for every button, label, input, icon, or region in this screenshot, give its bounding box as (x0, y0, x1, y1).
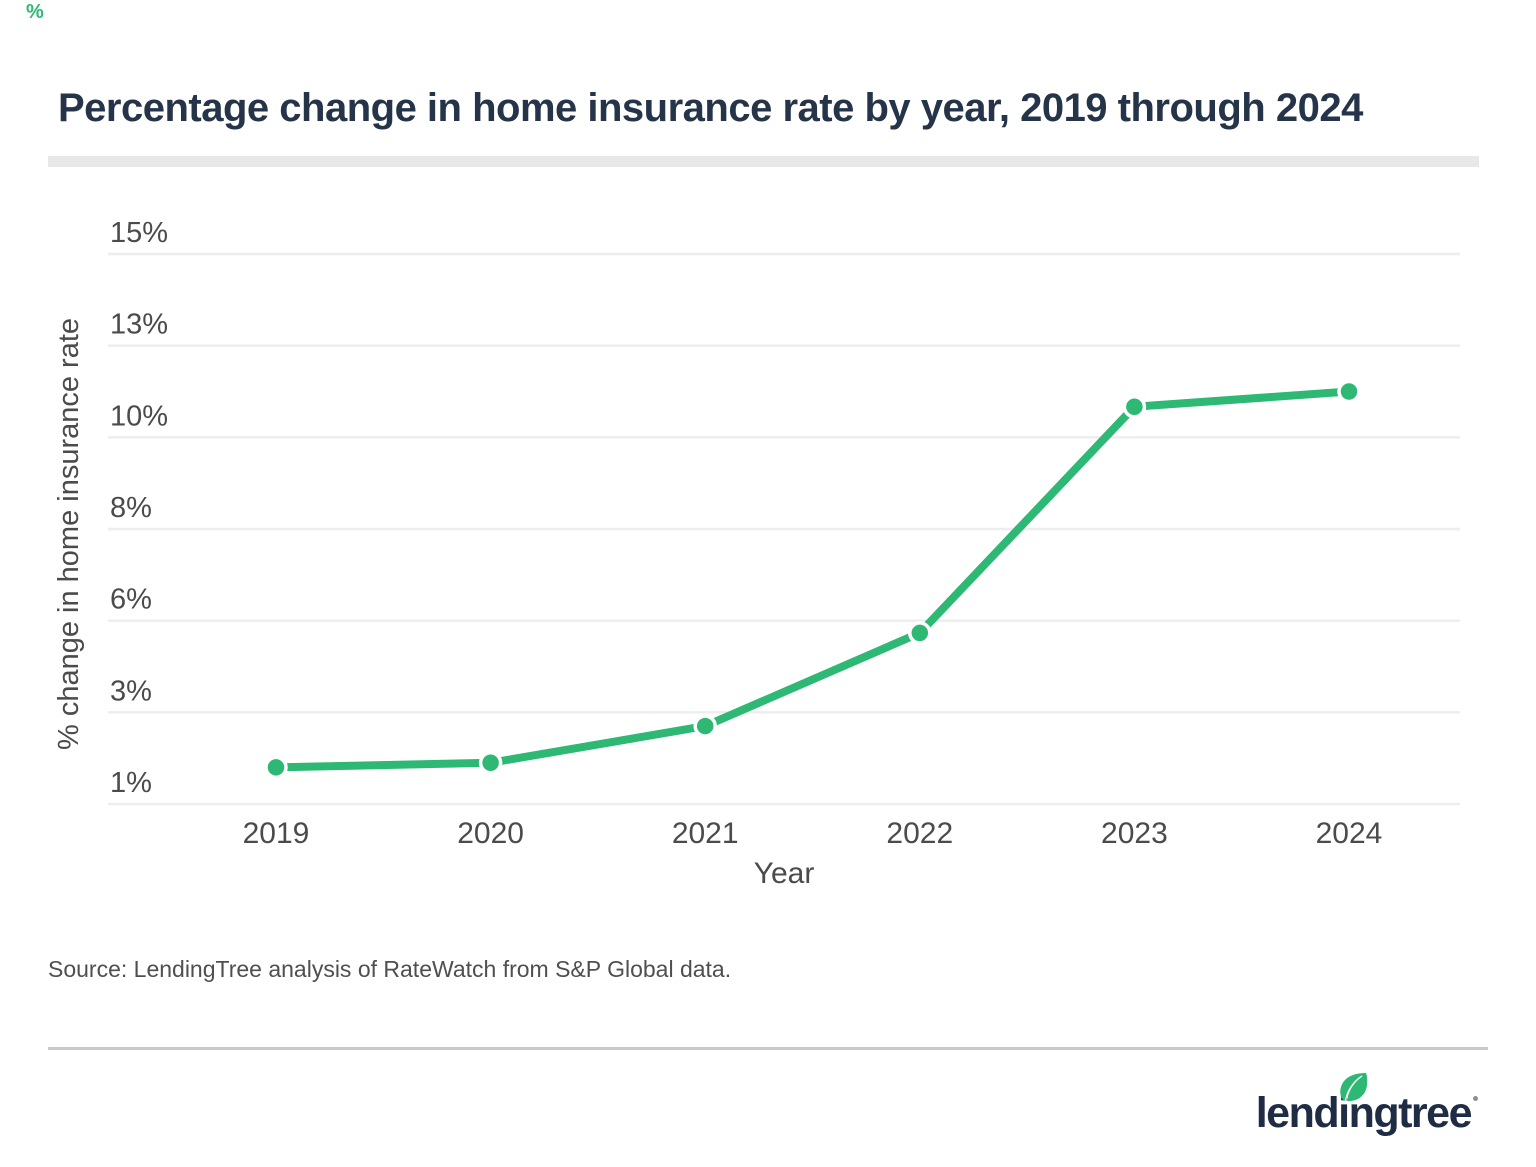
series-line (272, 387, 1353, 772)
registered-mark (1473, 1096, 1478, 1101)
x-tick-label: 2019 (243, 817, 310, 850)
logo-wordmark: lendingtree (1255, 1089, 1473, 1137)
title-underline-bar (48, 156, 1479, 167)
corner-percent-mark: % (26, 1, 44, 23)
data-point-marker (1122, 395, 1147, 419)
data-point-marker (264, 755, 288, 780)
x-tick-label: 2024 (1316, 817, 1383, 850)
y-tick-label: 8% (110, 492, 152, 524)
source-attribution: Source: LendingTree analysis of RateWatc… (48, 956, 732, 982)
y-axis-title: % change in home insurance rate (53, 318, 85, 750)
x-tick-label: 2020 (457, 817, 524, 850)
y-tick-label: 3% (110, 675, 152, 707)
data-point-marker (908, 621, 932, 645)
leaf-icon (1339, 1073, 1367, 1102)
y-tick-label: 1% (110, 767, 152, 799)
y-tick-label: 15% (110, 217, 168, 249)
data-point-marker (1337, 379, 1361, 404)
x-axis-title: Year (754, 857, 815, 890)
data-point-marker (478, 751, 503, 775)
y-tick-label: 6% (110, 584, 152, 616)
y-tick-label: 10% (110, 400, 168, 432)
footer-divider (48, 1047, 1488, 1050)
y-tick-label: 13% (110, 309, 168, 341)
x-tick-label: 2023 (1101, 817, 1168, 850)
line-chart: 15% 13% 10% 8% 6% 3% 1% % change in home insura… (53, 217, 1460, 890)
x-tick-label: 2022 (886, 817, 953, 850)
data-point-marker (693, 714, 717, 738)
lendingtree-logo: lendingtree (1255, 1073, 1478, 1137)
page-title: Percentage change in home insurance rate… (58, 86, 1363, 130)
x-tick-label: 2021 (672, 817, 739, 850)
